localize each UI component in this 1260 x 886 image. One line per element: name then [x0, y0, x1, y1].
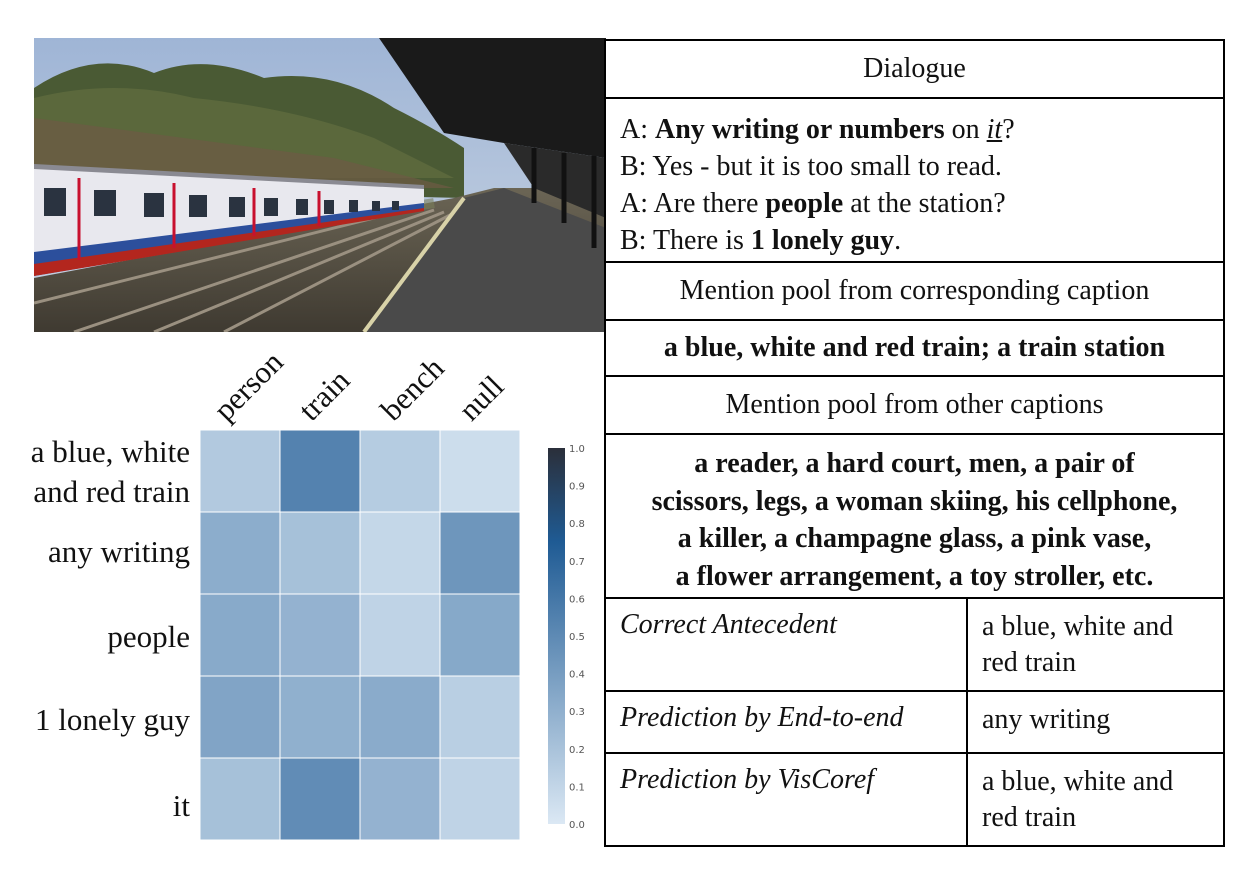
pool-other-line: a killer, a champagne glass, a pink vase… — [677, 523, 1152, 554]
train-station-photo — [34, 38, 606, 332]
colorbar-tick-label: 0.5 — [569, 632, 585, 643]
row-label-people: people — [107, 619, 190, 654]
mention-highlight: Any writing or numbers — [655, 114, 945, 145]
viscoref-value: a blue, white and red train — [982, 766, 1174, 833]
heatmap-cell — [199, 757, 281, 841]
row-label-text: a blue, white and red train — [30, 434, 190, 509]
dialogue-line: A: Are there people at the station? — [620, 185, 1223, 222]
pool-other-line: a reader, a hard court, men, a pair of — [694, 448, 1135, 479]
heatmap-cell — [279, 675, 361, 759]
heatmap-cell — [359, 429, 441, 513]
heatmap-cell — [439, 511, 521, 595]
dialogue-text: . — [894, 225, 902, 256]
dialogue-lines: A: Any writing or numbers on it? B: Yes -… — [620, 111, 1223, 259]
colorbar-tick-label: 0.8 — [569, 519, 585, 530]
colorbar-tick-label: 0.3 — [569, 707, 585, 718]
pool-caption-cell: a blue, white and red train; a train sta… — [606, 321, 1223, 377]
dialogue-speaker: B: — [620, 151, 653, 182]
dialogue-line: A: Any writing or numbers on it? — [620, 111, 1223, 148]
dialogue-speaker: A: — [620, 114, 655, 145]
heatmap-cell — [199, 429, 281, 513]
heatmap-cell — [439, 675, 521, 759]
colorbar-tick-label: 0.4 — [569, 670, 585, 681]
colorbar-tick-label: 1.0 — [569, 444, 585, 455]
viscoref-row: Prediction by VisCoref a blue, white and… — [606, 754, 1223, 847]
heatmap-cell — [359, 511, 441, 595]
end-to-end-row: Prediction by End-to-end any writing — [606, 692, 1223, 754]
colorbar — [548, 448, 565, 824]
row-label-lonely-guy: 1 lonely guy — [35, 702, 190, 737]
dialogue-line: B: Yes - but it is too small to read. — [620, 148, 1223, 185]
pool-caption: a blue, white and red train; a train sta… — [663, 332, 1166, 363]
row-label-train: a blue, white and red train — [0, 432, 190, 512]
heatmap-cell — [359, 593, 441, 677]
heatmap-cell — [359, 757, 441, 841]
heatmap-cell — [279, 429, 361, 513]
heatmap-cell — [199, 511, 281, 595]
pool-other-header-cell: Mention pool from other captions — [606, 377, 1223, 435]
colorbar-tick-label: 0.6 — [569, 594, 585, 605]
heatmap-cell — [279, 757, 361, 841]
pool-other-line: scissors, legs, a woman skiing, his cell… — [651, 485, 1178, 517]
dialogue-text: Yes - but it is too small to read. — [652, 151, 1002, 182]
heatmap-cell — [359, 675, 441, 759]
pool-other-list: a reader, a hard court, men, a pair of sc… — [606, 435, 1223, 595]
dialogue-text: ? — [1002, 114, 1015, 145]
end-to-end-value: any writing — [982, 704, 1111, 735]
dialogue-text: at the station? — [843, 188, 1006, 219]
row-label-any-writing: any writing — [47, 534, 190, 569]
heatmap-cell — [439, 429, 521, 513]
correct-antecedent-value: a blue, white and red train — [982, 611, 1174, 678]
dialogue-speaker: B: — [620, 225, 653, 256]
coreference-table: Dialogue A: Any writing or numbers on it… — [604, 39, 1225, 847]
dialogue-text: There is — [652, 225, 751, 256]
dialogue-cell: A: Any writing or numbers on it? B: Yes -… — [606, 99, 1223, 263]
colorbar-tick-label: 0.1 — [569, 782, 585, 793]
dialogue-line: B: There is 1 lonely guy. — [620, 222, 1223, 259]
colorbar-tick-label: 0.9 — [569, 482, 585, 493]
heatmap-cell — [439, 757, 521, 841]
heatmap-cell — [199, 675, 281, 759]
mention-highlight: 1 lonely guy — [750, 225, 895, 256]
colorbar-tick-label: 0.0 — [569, 820, 585, 831]
pool-other-header: Mention pool from other captions — [725, 389, 1104, 420]
end-to-end-label: Prediction by End-to-end — [606, 692, 968, 752]
dialogue-text: Are there — [653, 188, 766, 219]
dialogue-header: Dialogue — [863, 53, 966, 84]
pool-caption-header-cell: Mention pool from corresponding caption — [606, 263, 1223, 321]
heatmap-cell — [199, 593, 281, 677]
correct-antecedent-row: Correct Antecedent a blue, white and red… — [606, 599, 1223, 692]
pool-other-cell: a reader, a hard court, men, a pair of sc… — [606, 435, 1223, 599]
heatmap-cell — [439, 593, 521, 677]
attention-heatmap: 1.0 0.9 0.8 0.7 0.6 0.5 0.4 0.3 0.2 0.1 0.0 person… — [0, 332, 600, 852]
row-label-it: it — [172, 788, 190, 823]
colorbar-tick-label: 0.2 — [569, 745, 585, 756]
dialogue-text: on — [944, 114, 987, 145]
pool-other-line: a flower arrangement, a toy stroller, et… — [675, 560, 1154, 592]
dialogue-header-cell: Dialogue — [606, 41, 1223, 99]
pronoun-highlight: it — [986, 114, 1003, 145]
heatmap-canvas: 1.0 0.9 0.8 0.7 0.6 0.5 0.4 0.3 0.2 0.1 0.0 — [199, 429, 585, 841]
correct-antecedent-label: Correct Antecedent — [606, 599, 968, 690]
pool-caption-header: Mention pool from corresponding caption — [679, 275, 1150, 306]
dialogue-speaker: A: — [620, 188, 654, 219]
colorbar-tick-label: 0.7 — [569, 557, 585, 568]
heatmap-cell — [279, 511, 361, 595]
heatmap-cell — [279, 593, 361, 677]
viscoref-label: Prediction by VisCoref — [606, 754, 968, 847]
mention-highlight: people — [765, 188, 844, 219]
